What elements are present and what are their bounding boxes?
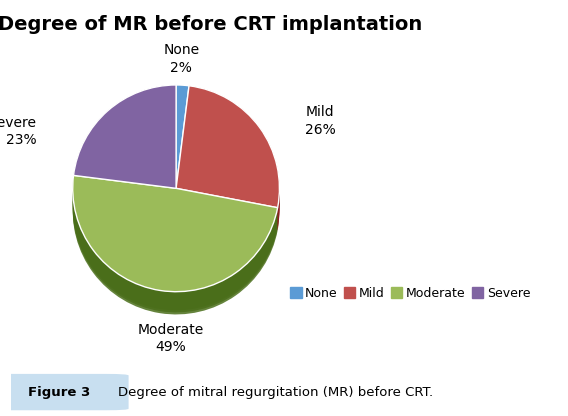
Wedge shape — [176, 108, 189, 211]
Text: None
2%: None 2% — [163, 44, 199, 75]
Wedge shape — [176, 109, 279, 230]
Text: Moderate
49%: Moderate 49% — [138, 322, 204, 354]
Wedge shape — [176, 85, 189, 188]
Wedge shape — [73, 183, 278, 300]
Wedge shape — [73, 102, 176, 205]
Text: Figure 3: Figure 3 — [28, 386, 90, 399]
Wedge shape — [176, 92, 279, 214]
Wedge shape — [176, 93, 189, 197]
Wedge shape — [176, 88, 279, 210]
Wedge shape — [176, 102, 279, 224]
Wedge shape — [176, 99, 189, 203]
Wedge shape — [73, 186, 278, 302]
Wedge shape — [176, 94, 279, 216]
Wedge shape — [176, 86, 279, 208]
Wedge shape — [73, 176, 278, 292]
Wedge shape — [176, 104, 189, 207]
Wedge shape — [73, 178, 278, 294]
Wedge shape — [73, 99, 176, 203]
Wedge shape — [73, 89, 176, 193]
Wedge shape — [73, 180, 278, 296]
Legend: None, Mild, Moderate, Severe: None, Mild, Moderate, Severe — [290, 287, 531, 300]
Wedge shape — [176, 86, 279, 208]
Wedge shape — [176, 91, 189, 195]
Wedge shape — [176, 87, 189, 191]
Wedge shape — [176, 89, 189, 193]
Wedge shape — [73, 196, 278, 312]
Wedge shape — [73, 194, 278, 310]
Text: Degree of MR before CRT implantation: Degree of MR before CRT implantation — [0, 15, 422, 34]
Wedge shape — [73, 188, 278, 304]
Wedge shape — [176, 98, 279, 220]
Wedge shape — [73, 106, 176, 209]
Wedge shape — [176, 95, 189, 199]
Wedge shape — [73, 95, 176, 199]
Wedge shape — [73, 198, 278, 314]
Wedge shape — [176, 106, 279, 228]
Wedge shape — [176, 106, 189, 209]
Wedge shape — [73, 85, 176, 188]
Wedge shape — [176, 102, 189, 205]
Wedge shape — [176, 100, 279, 222]
Wedge shape — [73, 91, 176, 195]
Text: Mild
26%: Mild 26% — [305, 106, 336, 137]
Wedge shape — [73, 192, 278, 308]
Wedge shape — [73, 181, 278, 298]
Wedge shape — [73, 93, 176, 197]
Wedge shape — [73, 176, 278, 292]
FancyBboxPatch shape — [0, 374, 128, 410]
Wedge shape — [176, 90, 279, 212]
Wedge shape — [73, 85, 176, 188]
Wedge shape — [73, 97, 176, 201]
Wedge shape — [73, 87, 176, 191]
Wedge shape — [73, 190, 278, 306]
Wedge shape — [176, 97, 189, 201]
Wedge shape — [176, 96, 279, 218]
Wedge shape — [73, 108, 176, 211]
Text: Severe
23%: Severe 23% — [0, 116, 36, 147]
Wedge shape — [73, 104, 176, 207]
Text: Degree of mitral regurgitation (MR) before CRT.: Degree of mitral regurgitation (MR) befo… — [118, 386, 433, 399]
Wedge shape — [176, 104, 279, 226]
Wedge shape — [176, 85, 189, 188]
